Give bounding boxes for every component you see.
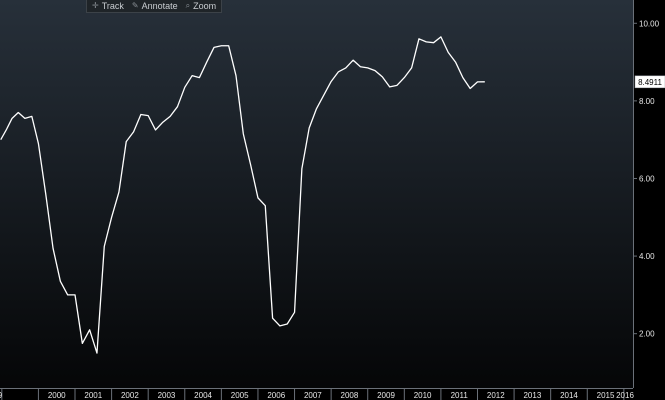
track-label: Track: [101, 1, 124, 11]
track-button[interactable]: ✛ Track: [92, 1, 124, 11]
x-tick-label: 2008: [341, 391, 359, 400]
y-tick-label: 6.00: [639, 174, 655, 183]
x-tick-label: 2006: [267, 391, 285, 400]
x-tick-label: 2010: [414, 391, 432, 400]
crosshair-icon: ✛: [92, 1, 99, 10]
y-axis: 2.00 4.00 6.00 8.00 10.00: [633, 0, 660, 388]
x-tick-label: 2001: [84, 391, 102, 400]
chart-toolbar: ✛ Track ✎ Annotate ⌕ Zoom: [86, 0, 223, 13]
x-tick-label: 9: [0, 391, 3, 400]
y-tick-label: 10.00: [639, 19, 660, 28]
x-tick-label: 2002: [121, 391, 139, 400]
y-tick-label: 4.00: [639, 252, 655, 261]
annotate-label: Annotate: [141, 1, 178, 11]
x-axis: 9 2000 2001 2002 2003 2004 2005 2006 2007 2008 200…: [0, 388, 634, 400]
last-value-marker: 8.4911: [634, 75, 665, 89]
x-tick-label: 2003: [158, 391, 176, 400]
annotate-button[interactable]: ✎ Annotate: [132, 1, 178, 11]
x-tick-label: 2016: [616, 391, 634, 400]
x-tick-label: 2005: [231, 391, 249, 400]
x-tick-label: 2009: [377, 391, 395, 400]
x-tick-label: 2014: [560, 391, 578, 400]
plot-background: [0, 0, 633, 388]
series-line: [0, 36, 485, 354]
zoom-label: Zoom: [193, 1, 217, 11]
x-tick-label: 2011: [451, 391, 469, 400]
series-layer: [0, 36, 485, 354]
x-tick-label: 2004: [194, 391, 212, 400]
magnifier-icon: ⌕: [185, 1, 191, 10]
zoom-button[interactable]: ⌕ Zoom: [186, 1, 217, 11]
x-tick-label: 2015: [597, 391, 615, 400]
x-tick-label: 2000: [48, 391, 66, 400]
last-value-badge: [634, 75, 665, 89]
x-tick-label: 2012: [487, 391, 505, 400]
last-value-label: 8.4911: [638, 78, 662, 87]
x-tick-label: 2013: [523, 391, 541, 400]
y-tick-label: 2.00: [639, 330, 655, 339]
y-tick-label: 8.00: [639, 97, 655, 106]
pencil-icon: ✎: [131, 1, 139, 10]
x-tick-label: 2007: [304, 391, 322, 400]
